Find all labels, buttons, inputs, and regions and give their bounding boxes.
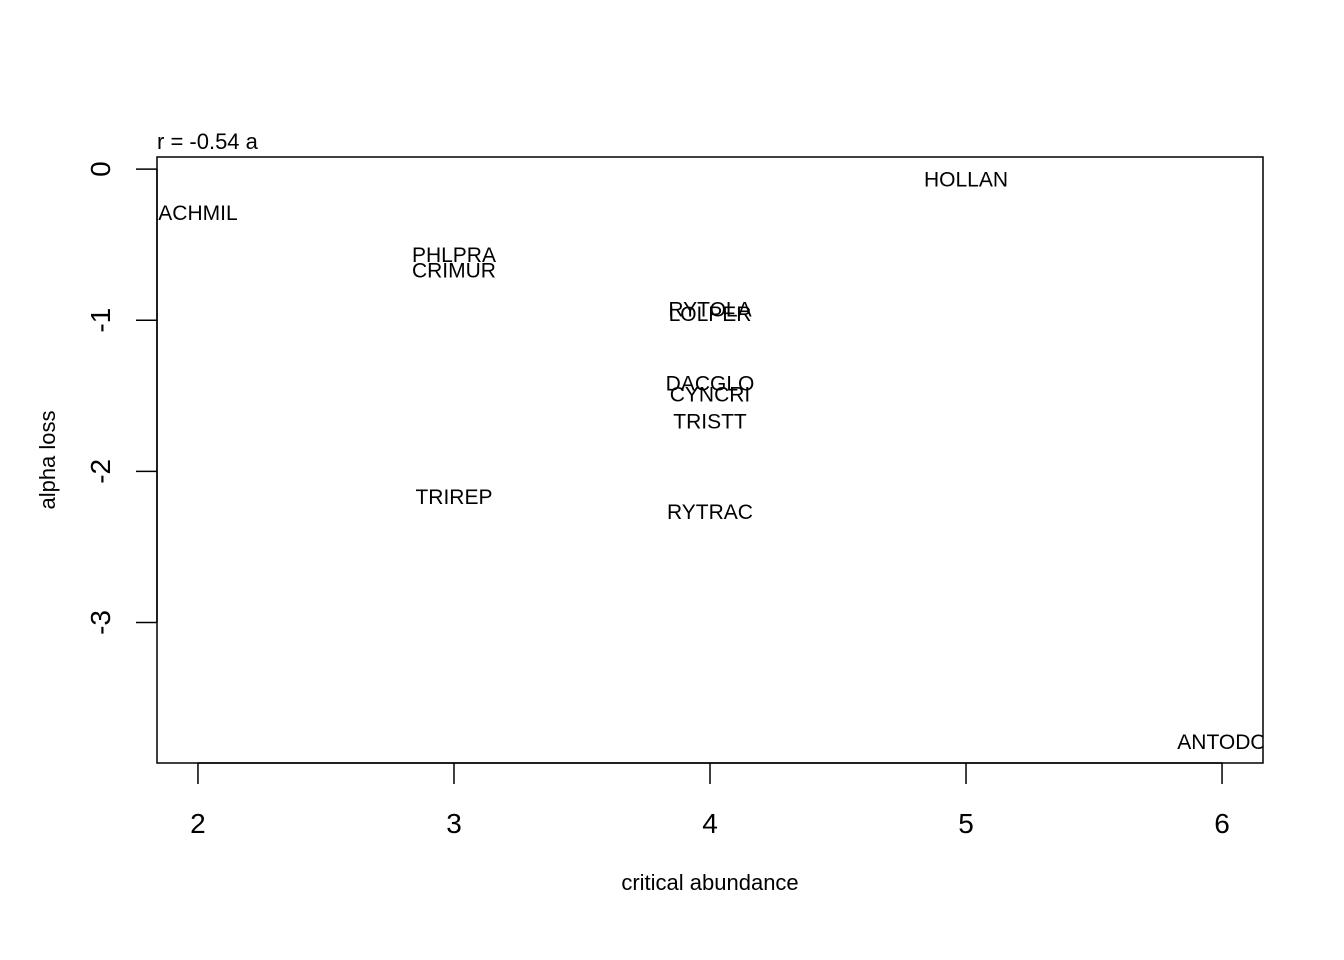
point-label: RYTOLA [668,299,751,322]
point-label: CRIMUR [412,259,496,282]
point-label: CYNCRI [670,383,751,406]
x-tick-label: 5 [958,808,974,839]
y-tick-label: -3 [85,610,116,635]
y-axis-label: alpha loss [35,410,60,509]
point-label: LOLPER [669,303,752,326]
point-label: HOLLAN [924,169,1008,192]
x-axis-label: critical abundance [621,870,798,895]
x-tick-label: 6 [1214,808,1230,839]
x-tick-label: 3 [446,808,462,839]
point-label: TRIREP [415,486,492,509]
y-tick-label: -2 [85,459,116,484]
chart-title: r = -0.54 a [157,129,259,154]
point-label: ACHMIL [158,202,237,225]
y-tick-label: 0 [85,161,116,177]
plot-frame [156,156,1264,764]
point-label: TRISTT [673,410,747,433]
point-label: ANTODO [1177,731,1266,754]
y-axis: 0 -1 -2 -3 [85,161,158,635]
point-label: DACGLO [666,373,755,396]
point-label: RYTRAC [667,501,753,524]
y-tick-label: -1 [85,308,116,333]
x-axis: 2 3 4 5 6 [190,762,1230,839]
x-tick-label: 4 [702,808,718,839]
point-label: PHLPRA [412,244,496,267]
x-tick-label: 2 [190,808,206,839]
